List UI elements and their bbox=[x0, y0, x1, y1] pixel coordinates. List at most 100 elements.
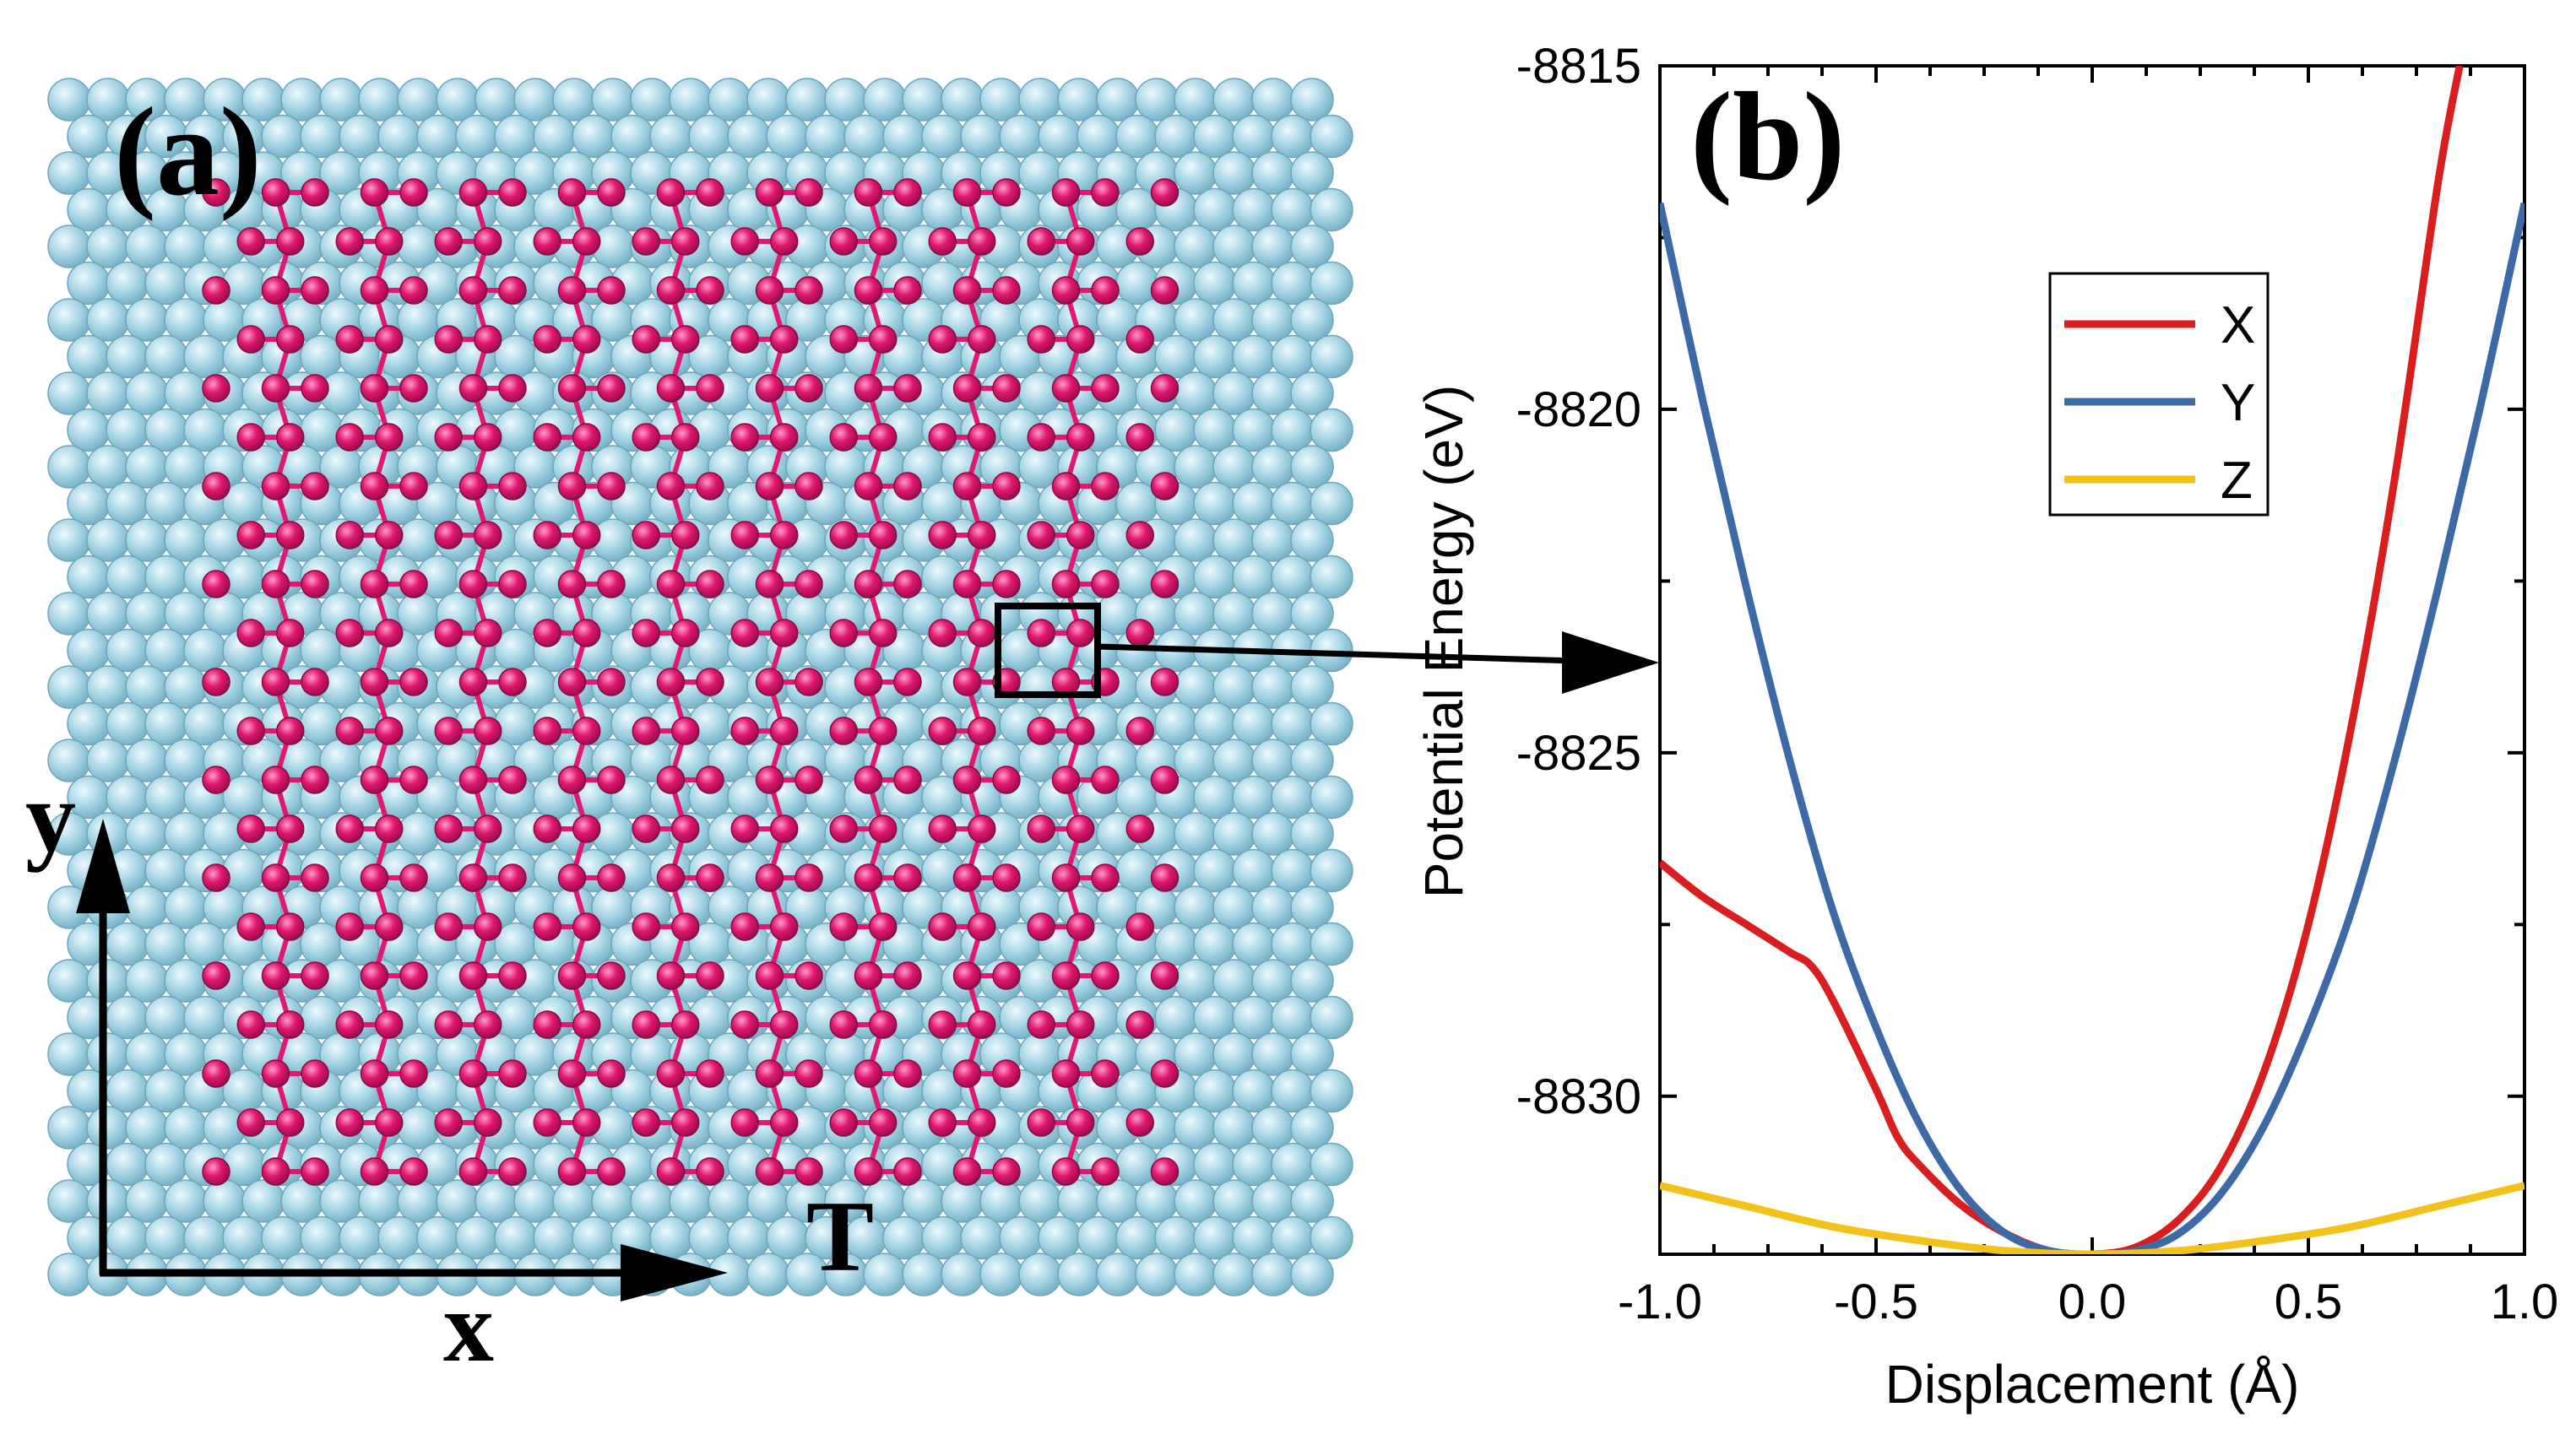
substrate-atom bbox=[203, 1179, 247, 1223]
substrate-atom bbox=[1174, 371, 1217, 415]
substrate-atom bbox=[1193, 261, 1237, 306]
lattice-atom bbox=[202, 1157, 230, 1186]
lattice-atom bbox=[202, 668, 230, 696]
lattice-atom bbox=[458, 961, 488, 990]
lattice-atom bbox=[968, 521, 996, 549]
substrate-atom bbox=[241, 1179, 285, 1223]
lattice-atom bbox=[399, 374, 428, 403]
lattice-atom bbox=[202, 178, 230, 207]
lattice-atom bbox=[474, 227, 502, 256]
substrate-atom bbox=[86, 1032, 130, 1076]
axis-tick-labels: -1.0 -0.5 0.0 0.5 1.0 -8815 -8820 -8825 -8830 bbox=[1516, 39, 2559, 1329]
substrate-atom bbox=[1212, 739, 1256, 782]
substrate-atom bbox=[106, 922, 149, 966]
substrate-atom bbox=[1310, 114, 1353, 159]
substrate-atom bbox=[1290, 1253, 1334, 1296]
substrate-atom bbox=[1135, 1179, 1179, 1223]
substrate-atom bbox=[1115, 1215, 1159, 1260]
lattice-atom bbox=[770, 912, 799, 941]
substrate-atom bbox=[1310, 261, 1353, 306]
lattice-atom bbox=[572, 1108, 601, 1137]
substrate-atom bbox=[766, 1215, 810, 1260]
substrate-atom bbox=[1290, 812, 1334, 856]
lattice-atom bbox=[632, 619, 660, 647]
lattice-atom bbox=[276, 1010, 305, 1039]
substrate-atom bbox=[1212, 885, 1256, 929]
substrate-atom bbox=[67, 261, 111, 306]
substrate-atom bbox=[1290, 225, 1334, 268]
substrate-atom bbox=[1193, 334, 1237, 379]
lattice-atom bbox=[261, 1059, 290, 1088]
y-tick-label: -8830 bbox=[1516, 1069, 1641, 1124]
lattice-atom bbox=[533, 521, 561, 549]
lattice-atom bbox=[360, 570, 389, 598]
substrate-atom bbox=[1174, 1032, 1217, 1076]
lattice-atom bbox=[360, 766, 389, 794]
substrate-atom bbox=[125, 812, 169, 856]
connector-arrowhead bbox=[1562, 631, 1659, 694]
lattice-atom bbox=[261, 472, 290, 501]
substrate-atom bbox=[552, 1179, 596, 1223]
substrate-atom bbox=[1310, 555, 1353, 599]
substrate-atom bbox=[1271, 334, 1315, 379]
substrate-atom bbox=[960, 1215, 1004, 1260]
substrate-atom bbox=[183, 701, 227, 746]
lattice-atom bbox=[498, 472, 527, 501]
lattice-atom bbox=[1150, 1157, 1180, 1186]
lattice-atom bbox=[730, 325, 759, 354]
lattice-atom bbox=[301, 472, 329, 501]
lattice-atom bbox=[829, 912, 858, 941]
lattice-atom bbox=[557, 374, 587, 403]
lattice-atom bbox=[794, 766, 823, 794]
substrate-atom bbox=[1057, 1253, 1101, 1296]
lattice-atom bbox=[696, 1059, 724, 1088]
substrate-atom bbox=[397, 78, 441, 122]
substrate-atom bbox=[358, 78, 402, 122]
panel-b-label: (b) bbox=[1690, 67, 1845, 207]
substrate-atom bbox=[1232, 1142, 1276, 1187]
substrate-atom bbox=[1232, 1215, 1276, 1260]
lattice-atom bbox=[360, 668, 389, 696]
substrate-atom bbox=[1310, 701, 1353, 746]
substrate-atom bbox=[436, 78, 480, 122]
substrate-atom bbox=[1174, 518, 1217, 562]
lattice-atom bbox=[632, 423, 660, 452]
substrate-atom bbox=[1232, 481, 1276, 526]
substrate-atom bbox=[1232, 848, 1276, 893]
lattice-atom bbox=[236, 1108, 265, 1137]
y-axis-arrowhead bbox=[76, 819, 130, 913]
substrate-atom bbox=[106, 1142, 149, 1187]
lattice-atom bbox=[952, 668, 982, 696]
substrate-atom bbox=[47, 151, 91, 195]
lattice-atom bbox=[458, 374, 488, 403]
substrate-atom bbox=[164, 812, 208, 856]
legend-label-y: Y bbox=[2221, 374, 2255, 432]
lattice-atom bbox=[794, 178, 823, 207]
substrate-atom bbox=[572, 1215, 616, 1260]
lattice-atom bbox=[1066, 815, 1095, 843]
legend: XYZ bbox=[2048, 272, 2270, 517]
lattice-atom bbox=[375, 227, 404, 256]
substrate-atom bbox=[1174, 1179, 1217, 1223]
substrate-atom bbox=[1290, 959, 1334, 1003]
lattice-atom bbox=[893, 668, 922, 696]
substrate-atom bbox=[261, 114, 305, 159]
lattice-atom bbox=[375, 521, 404, 549]
substrate-atom bbox=[1271, 775, 1315, 820]
x-tick-label: 1.0 bbox=[2491, 1275, 2559, 1329]
substrate-atom bbox=[475, 78, 518, 122]
substrate-atom bbox=[688, 114, 732, 159]
substrate-atom bbox=[106, 1215, 149, 1260]
lattice-atom bbox=[399, 961, 428, 990]
lattice-atom bbox=[928, 717, 957, 745]
lattice-atom bbox=[276, 912, 305, 941]
lattice-atom bbox=[755, 863, 784, 892]
substrate-atom bbox=[475, 1179, 518, 1223]
substrate-atom bbox=[1174, 665, 1217, 709]
substrate-atom bbox=[1251, 959, 1295, 1003]
lattice-atom bbox=[458, 570, 488, 598]
lattice-atom bbox=[1051, 374, 1081, 403]
substrate-atom bbox=[979, 1253, 1023, 1296]
substrate-atom bbox=[746, 1179, 790, 1223]
substrate-atom bbox=[1212, 225, 1256, 268]
